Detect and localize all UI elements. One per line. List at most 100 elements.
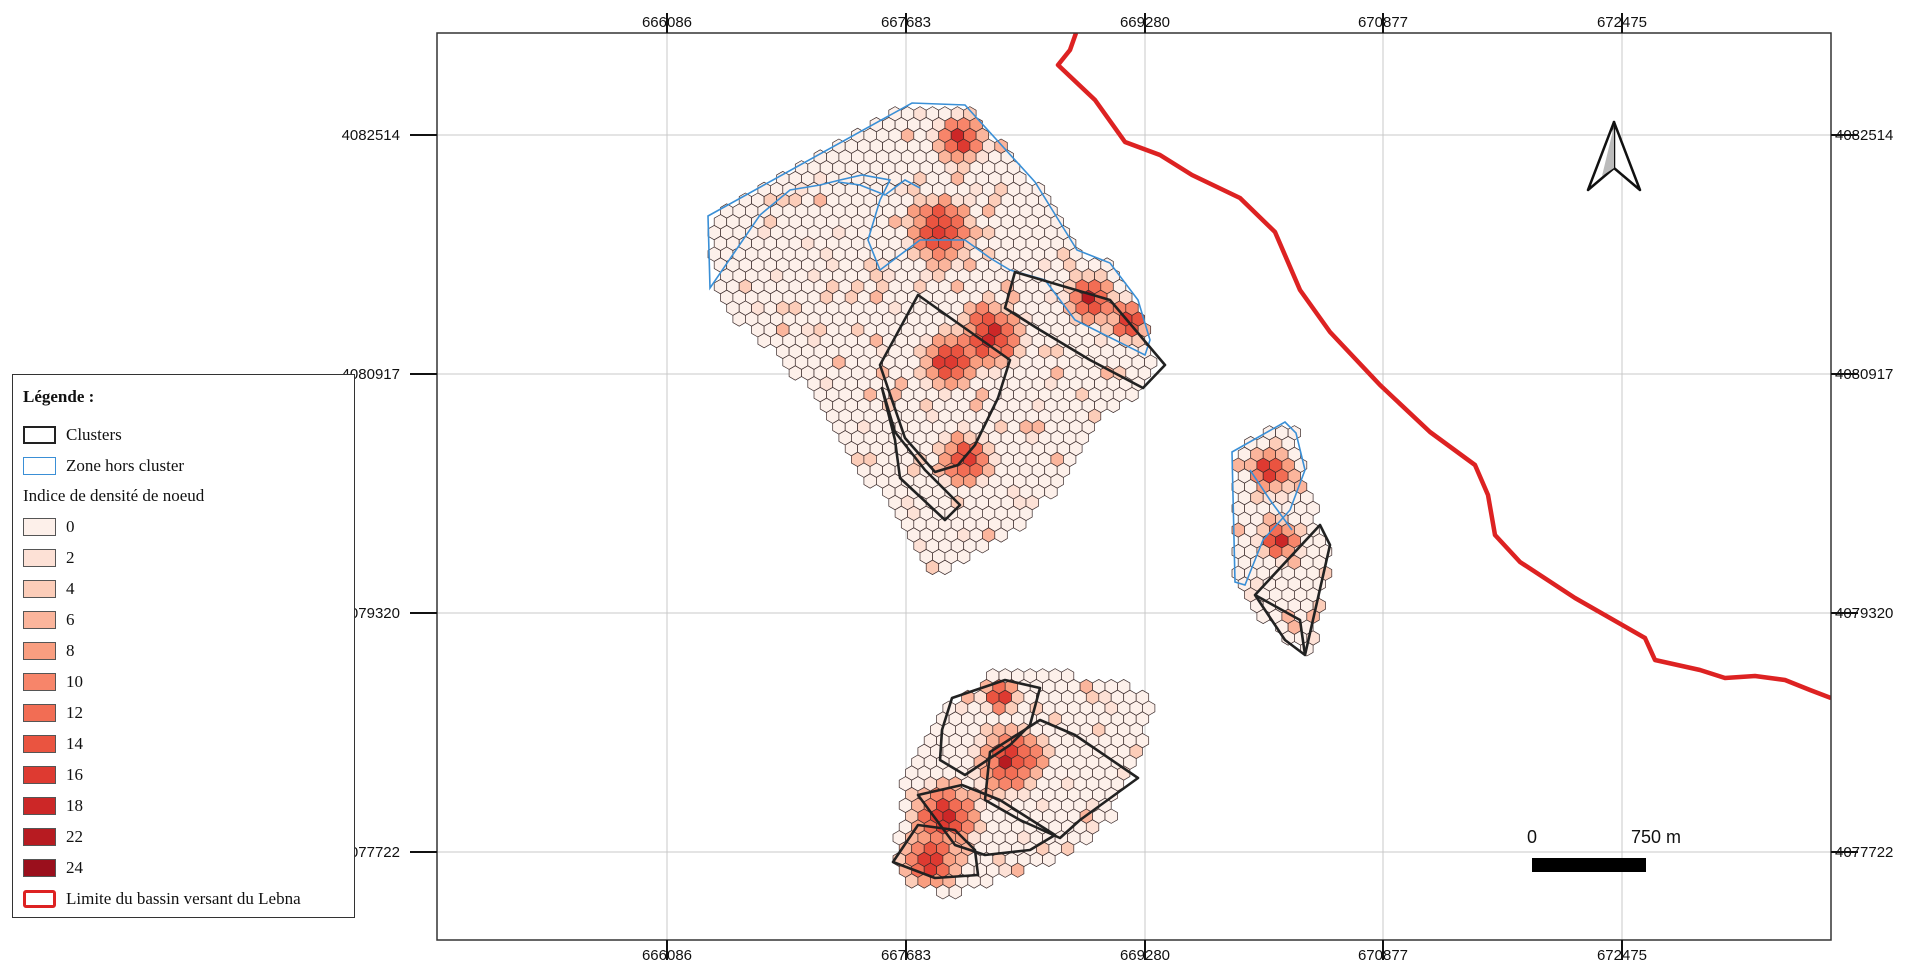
legend-label: Limite du bassin versant du Lebna (66, 888, 301, 908)
density-swatch (23, 641, 56, 660)
density-swatch (23, 858, 56, 877)
hex-cell (732, 311, 746, 327)
y-tick-label: 4077722 (342, 844, 400, 861)
density-swatch (23, 579, 56, 598)
hex-cell (1079, 830, 1093, 846)
hex-cell (938, 559, 952, 576)
legend-item-density: 22 (23, 821, 344, 852)
legend-label: Zone hors cluster (66, 455, 185, 475)
hex-cell (1042, 851, 1056, 868)
x-tick-label: 672475 (1597, 14, 1647, 31)
legend-label: Clusters (66, 424, 122, 444)
legend-item-density: 10 (23, 666, 344, 697)
hex-cell (957, 548, 971, 565)
y-tick-label: 4079320 (342, 605, 400, 622)
density-title: Indice de densité de noeud (23, 486, 205, 505)
density-classes: 0 2 4 6 8 10 12 14 16 18 22 24 (23, 511, 344, 883)
density-swatch (23, 548, 56, 567)
hex-cell (1013, 516, 1027, 532)
legend-item-density: 6 (23, 604, 344, 635)
scale-bar (1532, 858, 1646, 872)
legend-item-density: 4 (23, 573, 344, 604)
legend-item-density: 24 (23, 852, 344, 883)
density-swatch (23, 672, 56, 691)
x-tick-label: 669280 (1120, 947, 1170, 964)
y-tick-label: 4077722 (1835, 844, 1893, 861)
legend-label: 2 (66, 547, 75, 567)
hex-cell (1044, 484, 1058, 500)
legend-label: 16 (66, 764, 83, 784)
legend-label: 12 (66, 702, 83, 722)
legend-title: Légende : (23, 387, 95, 406)
north-arrow-icon (1586, 120, 1642, 192)
hex-cell (905, 873, 919, 889)
hex-cell (863, 473, 877, 489)
legend-label: 4 (66, 578, 75, 598)
hex-cell (1256, 608, 1270, 625)
legend-label: 0 (66, 516, 75, 536)
hex-cell (1104, 808, 1118, 824)
x-tick-label: 667683 (881, 947, 931, 964)
hex-cell (1061, 840, 1075, 857)
y-tick-label: 4082514 (342, 127, 400, 144)
hex-cell (1125, 386, 1139, 403)
legend-item-basin: Limite du bassin versant du Lebna (23, 883, 344, 914)
y-tick-label: 4080917 (342, 366, 400, 383)
y-tick-label: 4082514 (1835, 127, 1893, 144)
scale-end-label: 750 m (1631, 827, 1681, 847)
legend-item-clusters: Clusters (23, 419, 344, 450)
density-swatch (23, 765, 56, 784)
y-tick-label: 4079320 (1835, 605, 1893, 622)
legend-item-density: 12 (23, 697, 344, 728)
legend: Légende : Clusters Zone hors cluster Ind… (12, 374, 355, 918)
clusters (878, 270, 1332, 880)
x-tick-label: 672475 (1597, 947, 1647, 964)
density-swatch (23, 796, 56, 815)
legend-item-density: 16 (23, 759, 344, 790)
legend-label: 6 (66, 609, 75, 629)
basin-swatch (23, 889, 56, 908)
zone-hors-cluster (707, 102, 1306, 586)
density-swatch (23, 703, 56, 722)
legend-item-zone: Zone hors cluster (23, 450, 344, 481)
x-tick-label: 669280 (1120, 14, 1170, 31)
density-swatch (23, 610, 56, 629)
legend-label: 14 (66, 733, 83, 753)
hex-cell (1011, 862, 1025, 878)
zone-swatch (23, 456, 56, 475)
density-swatch (23, 517, 56, 536)
legend-label: 22 (66, 826, 83, 846)
map-frame (436, 32, 1832, 941)
x-tick-label: 670877 (1358, 14, 1408, 31)
cluster-swatch (23, 425, 56, 444)
legend-item-density: 0 (23, 511, 344, 542)
hex-cell (979, 873, 994, 889)
x-tick-label: 666086 (642, 947, 692, 964)
legend-label: 8 (66, 640, 75, 660)
density-swatch (23, 734, 56, 753)
hex-cell (788, 365, 802, 381)
x-tick-label: 670877 (1358, 947, 1408, 964)
legend-label: 10 (66, 671, 83, 691)
hex-cell (975, 538, 989, 554)
legend-label: 24 (66, 857, 83, 877)
hex-density-grid (707, 106, 1333, 900)
hex-cell (757, 332, 771, 349)
hex-cell (998, 862, 1012, 878)
density-swatch (23, 827, 56, 846)
hex-cell (925, 559, 940, 576)
scale-start-label: 0 (1527, 827, 1537, 847)
hex-cell (1029, 851, 1043, 868)
legend-item-density: 14 (23, 728, 344, 759)
legend-label: 18 (66, 795, 83, 815)
legend-item-density: 8 (23, 635, 344, 666)
hex-cell (994, 527, 1008, 543)
x-tick-label: 667683 (881, 14, 931, 31)
basin-boundary (1055, 33, 1831, 701)
hex-cell (948, 884, 962, 900)
x-tick-label: 666086 (642, 14, 692, 31)
hex-cell (936, 884, 950, 900)
legend-item-density: 2 (23, 542, 344, 573)
y-tick-label: 4080917 (1835, 366, 1893, 383)
